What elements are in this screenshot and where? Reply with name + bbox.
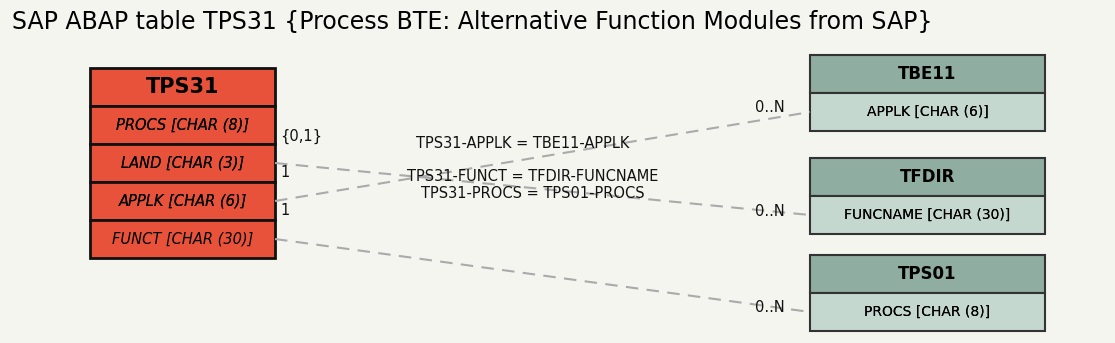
Text: 0..N: 0..N [755,100,785,116]
Bar [90,68,275,106]
Bar [90,144,275,182]
Text: APPLK [CHAR (6)]: APPLK [CHAR (6)] [866,105,988,119]
Bar [809,196,1045,234]
Text: FUNCNAME [CHAR (30)]: FUNCNAME [CHAR (30)] [844,208,1010,222]
Bar [809,55,1045,93]
Bar [90,182,275,220]
Text: SAP ABAP table TPS31 {Process BTE: Alternative Function Modules from SAP}: SAP ABAP table TPS31 {Process BTE: Alter… [12,10,932,34]
Text: LAND [CHAR (3)]: LAND [CHAR (3)] [120,155,244,170]
Text: 1: 1 [280,203,289,218]
Text: TBE11: TBE11 [899,65,957,83]
Text: TPS01: TPS01 [899,265,957,283]
Text: LAND [CHAR (3)]: LAND [CHAR (3)] [120,155,244,170]
Text: 1: 1 [280,165,289,180]
Bar [809,93,1045,131]
Text: TPS31-APPLK = TBE11-APPLK: TPS31-APPLK = TBE11-APPLK [416,135,629,151]
Text: {0,1}: {0,1} [280,129,322,144]
Text: TFDIR: TFDIR [900,168,956,186]
Text: PROCS [CHAR (8)]: PROCS [CHAR (8)] [864,305,990,319]
Text: APPLK [CHAR (6)]: APPLK [CHAR (6)] [866,105,988,119]
Text: APPLK [CHAR (6)]: APPLK [CHAR (6)] [118,193,246,209]
Text: TPS31: TPS31 [146,77,220,97]
Bar [809,255,1045,293]
Bar [809,293,1045,331]
Text: PROCS [CHAR (8)]: PROCS [CHAR (8)] [116,118,249,132]
Text: APPLK [CHAR (6)]: APPLK [CHAR (6)] [118,193,246,209]
Text: TPS31-PROCS = TPS01-PROCS: TPS31-PROCS = TPS01-PROCS [420,186,644,201]
Text: PROCS [CHAR (8)]: PROCS [CHAR (8)] [116,118,249,132]
Text: 0..N: 0..N [755,300,785,316]
Bar [90,220,275,258]
Text: 0..N: 0..N [755,203,785,218]
Text: TPS31-FUNCT = TFDIR-FUNCNAME: TPS31-FUNCT = TFDIR-FUNCNAME [407,169,658,184]
Text: FUNCT [CHAR (30)]: FUNCT [CHAR (30)] [112,232,253,247]
Text: PROCS [CHAR (8)]: PROCS [CHAR (8)] [864,305,990,319]
Bar [809,158,1045,196]
Bar [90,106,275,144]
Text: FUNCNAME [CHAR (30)]: FUNCNAME [CHAR (30)] [844,208,1010,222]
